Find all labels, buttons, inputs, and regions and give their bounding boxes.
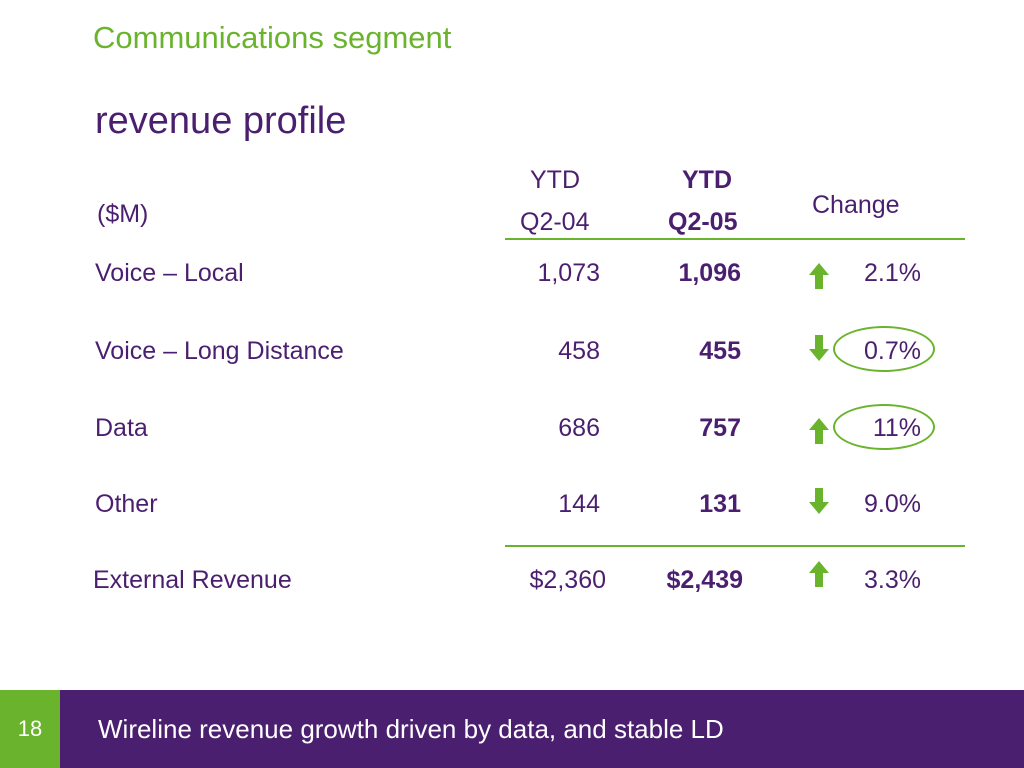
prior-value: 458 xyxy=(558,337,600,365)
slide-title: Communications segment xyxy=(93,20,452,55)
highlight-circle xyxy=(833,326,935,372)
arrow-down-icon xyxy=(809,335,829,361)
row-label: Data xyxy=(95,414,148,442)
total-change-value: 3.3% xyxy=(864,566,921,594)
col-current-header-line1: YTD xyxy=(682,166,732,194)
total-current-value: $2,439 xyxy=(666,566,743,594)
col-prior-header-line1: YTD xyxy=(530,166,580,194)
arrow-up-icon xyxy=(809,418,829,444)
header-rule xyxy=(505,238,965,240)
change-value: 9.0% xyxy=(864,490,921,518)
total-rule xyxy=(505,545,965,547)
col-prior-header-line2: Q2-04 xyxy=(520,208,590,236)
row-label: Voice – Long Distance xyxy=(95,337,344,365)
change-header: Change xyxy=(812,191,900,219)
slide-subtitle: revenue profile xyxy=(95,100,347,142)
page-number: 18 xyxy=(17,716,43,741)
footer-caption: Wireline revenue growth driven by data, … xyxy=(98,714,724,744)
row-label: Voice – Local xyxy=(95,259,244,287)
prior-value: 686 xyxy=(558,414,600,442)
total-prior-value: $2,360 xyxy=(529,566,606,594)
highlight-circle xyxy=(833,404,935,450)
arrow-up-icon xyxy=(809,263,829,289)
col-current-header-line2: Q2-05 xyxy=(668,208,738,236)
footer-bar: 18 Wireline revenue growth driven by dat… xyxy=(0,690,1024,768)
current-value: 455 xyxy=(699,337,741,365)
current-value: 757 xyxy=(699,414,741,442)
units-label: ($M) xyxy=(97,200,149,228)
current-value: 131 xyxy=(699,490,741,518)
prior-value: 1,073 xyxy=(537,259,600,287)
page-number-box: 18 xyxy=(0,690,60,768)
change-value: 2.1% xyxy=(864,259,921,287)
total-label: External Revenue xyxy=(93,566,292,594)
prior-value: 144 xyxy=(558,490,600,518)
row-label: Other xyxy=(95,490,158,518)
arrow-up-icon xyxy=(809,561,829,587)
current-value: 1,096 xyxy=(678,259,741,287)
arrow-down-icon xyxy=(809,488,829,514)
